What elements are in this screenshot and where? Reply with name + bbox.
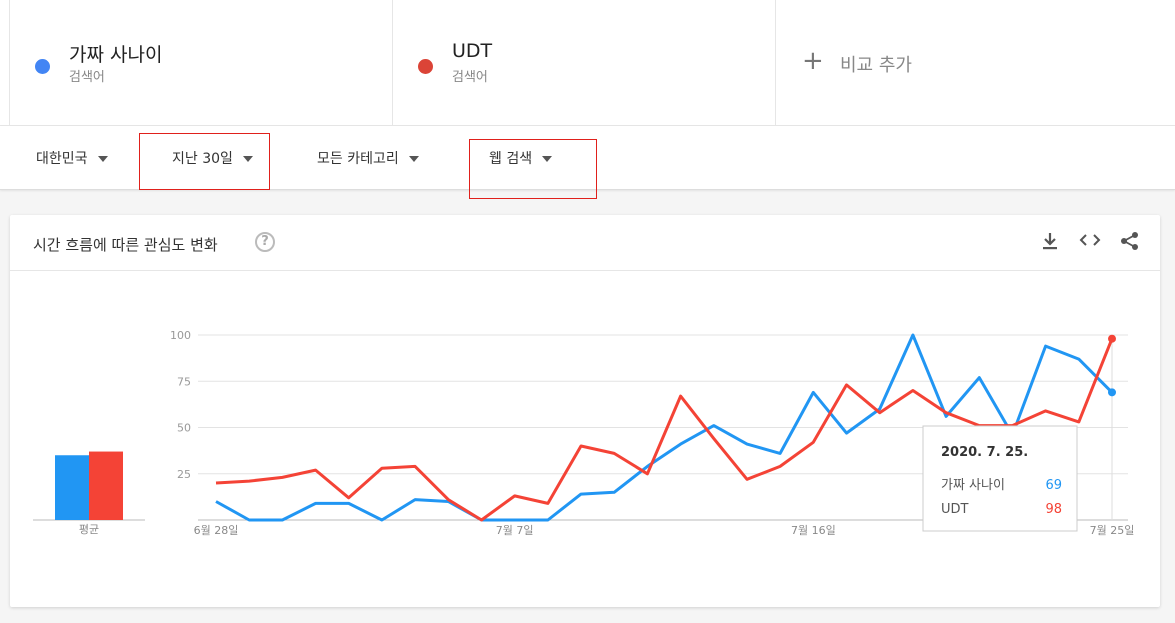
series-line bbox=[215, 338, 1114, 522]
search-type-dropdown[interactable]: 웹 검색 bbox=[489, 148, 553, 168]
term-color-dot bbox=[35, 59, 50, 74]
interest-over-time-card: 시간 흐름에 따른 관심도 변화 ? bbox=[10, 215, 1160, 607]
plus-icon: + bbox=[802, 46, 824, 76]
highlight-box bbox=[469, 139, 597, 199]
y-tick-label: 75 bbox=[177, 375, 191, 388]
tooltip-series-value: 69 bbox=[1045, 478, 1062, 493]
y-tick-label: 25 bbox=[177, 468, 191, 481]
tooltip-date: 2020. 7. 25. bbox=[941, 445, 1028, 460]
x-tick-label: 7월 25일 bbox=[1090, 523, 1135, 537]
share-icon[interactable] bbox=[1118, 231, 1142, 255]
series-point bbox=[1108, 388, 1116, 397]
region-dropdown[interactable]: 대한민국 bbox=[36, 148, 108, 168]
y-tick-label: 50 bbox=[177, 422, 191, 435]
term-card-2[interactable]: UDT 검색어 bbox=[393, 0, 776, 126]
tooltip-series-value: 98 bbox=[1045, 502, 1062, 517]
category-label: 모든 카테고리 bbox=[317, 151, 399, 167]
x-tick-label: 7월 16일 bbox=[791, 523, 836, 537]
average-label: 평균 bbox=[79, 523, 99, 536]
period-label: 지난 30일 bbox=[172, 151, 233, 167]
add-compare-button[interactable]: + 비교 추가 bbox=[776, 0, 1175, 126]
tooltip-series-name: UDT bbox=[941, 502, 969, 517]
term-name[interactable]: UDT bbox=[452, 40, 493, 62]
filter-bar: 대한민국 지난 30일 모든 카테고리 웹 검색 bbox=[0, 126, 1175, 199]
term-type: 검색어 bbox=[69, 70, 105, 85]
chevron-down-icon bbox=[542, 156, 553, 162]
region-label: 대한민국 bbox=[36, 151, 88, 167]
term-color-dot bbox=[418, 59, 433, 74]
series-point bbox=[1108, 334, 1116, 343]
chevron-down-icon bbox=[242, 156, 253, 162]
tooltip-box bbox=[922, 425, 1078, 532]
tooltip-series-name: 가짜 사나이 bbox=[941, 478, 1005, 493]
term-name[interactable]: 가짜 사나이 bbox=[69, 44, 163, 66]
x-tick-label: 6월 28일 bbox=[194, 523, 239, 537]
average-bar bbox=[89, 451, 123, 520]
add-compare-label: 비교 추가 bbox=[840, 55, 912, 76]
average-bar bbox=[55, 455, 89, 520]
category-dropdown[interactable]: 모든 카테고리 bbox=[317, 148, 419, 168]
y-tick-label: 100 bbox=[170, 329, 191, 342]
card-header: 시간 흐름에 따른 관심도 변화 ? bbox=[10, 215, 1160, 271]
highlight-box bbox=[139, 133, 270, 190]
embed-icon[interactable] bbox=[1078, 231, 1102, 255]
help-icon[interactable]: ? bbox=[255, 232, 275, 252]
download-icon[interactable] bbox=[1038, 231, 1062, 255]
x-tick-label: 7월 7일 bbox=[496, 523, 534, 537]
chevron-down-icon bbox=[408, 156, 419, 162]
card-title: 시간 흐름에 따른 관심도 변화 bbox=[33, 236, 218, 254]
search-type-label: 웹 검색 bbox=[489, 151, 533, 167]
term-type: 검색어 bbox=[452, 70, 488, 85]
terms-header: 가짜 사나이 검색어 UDT 검색어 + 비교 추가 bbox=[0, 0, 1175, 126]
period-dropdown[interactable]: 지난 30일 bbox=[172, 148, 253, 168]
term-card-1[interactable]: 가짜 사나이 검색어 bbox=[9, 0, 393, 126]
chevron-down-icon bbox=[97, 156, 108, 162]
tooltip: 2020. 7. 25. 가짜 사나이 69 UDT 98 bbox=[922, 425, 1078, 532]
series-line bbox=[215, 333, 1114, 522]
